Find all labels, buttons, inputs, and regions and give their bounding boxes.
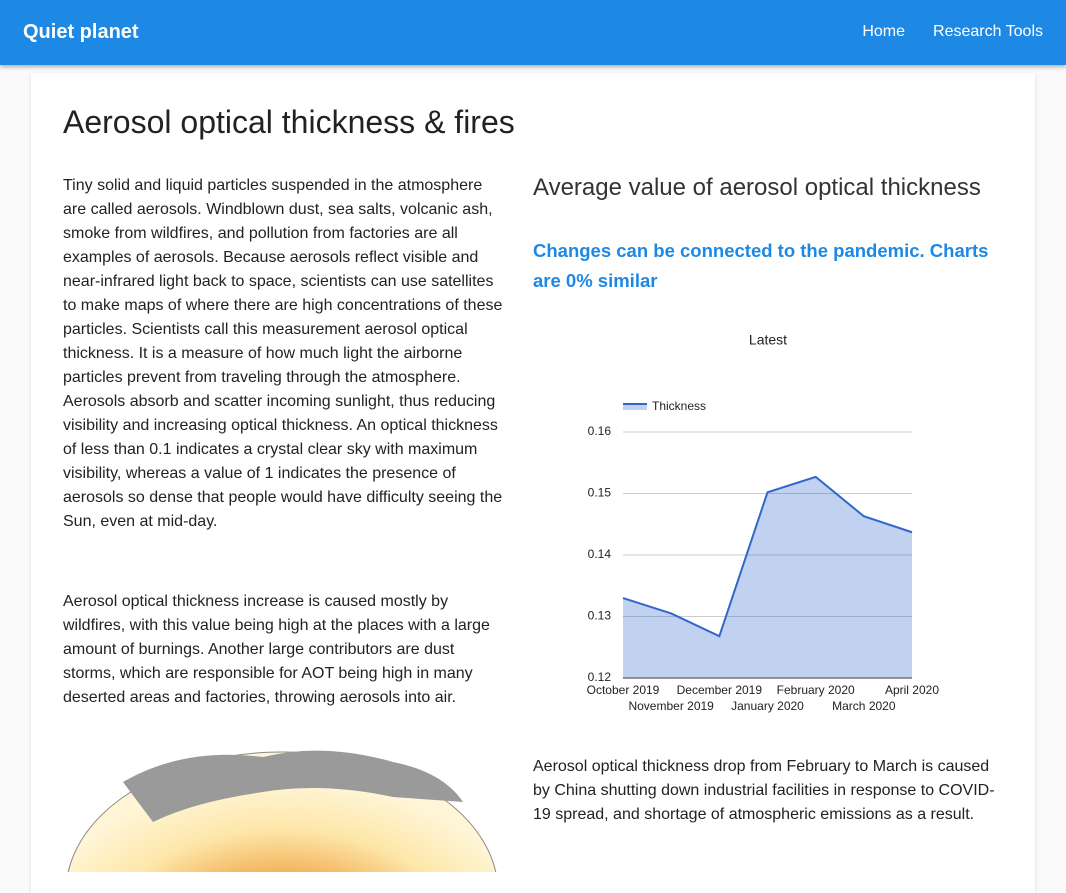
aerosol-map xyxy=(63,742,501,872)
paragraph: Aerosol optical thickness increase is ca… xyxy=(63,593,490,706)
x-tick-label: February 2020 xyxy=(777,683,855,697)
navbar: Quiet planet Home Research Tools xyxy=(0,0,1066,65)
paragraph: Aerosol optical thickness drop from Febr… xyxy=(533,758,995,823)
line xyxy=(622,475,913,638)
brand[interactable]: Quiet planet xyxy=(23,21,139,43)
legend-label: Thickness xyxy=(652,399,706,413)
area xyxy=(623,476,912,678)
nav-links: Home Research Tools xyxy=(834,23,1043,41)
nav-link[interactable]: Home xyxy=(862,23,906,40)
page: Quiet planet Home Research Tools Aerosol … xyxy=(0,0,1066,872)
legend-swatch xyxy=(623,404,647,410)
highlight: Changes can be connected to the pandemic… xyxy=(533,240,989,291)
page-title: Aerosol optical thickness & fires xyxy=(63,104,515,140)
chart: Latest 0.12 0.13 0.14 0.15 0.16 October 2019 N… xyxy=(587,332,940,713)
x-tick-label: November 2019 xyxy=(628,699,714,713)
y-tick-label: 0.15 xyxy=(588,486,612,500)
nav-link[interactable]: Research Tools xyxy=(933,23,1043,40)
x-tick-label: October 2019 xyxy=(587,683,660,697)
y-tick-label: 0.13 xyxy=(588,609,612,623)
x-tick-label: December 2019 xyxy=(677,683,763,697)
section-heading: Average value of aerosol optical thickne… xyxy=(533,174,981,201)
chart-title: Latest xyxy=(749,332,787,348)
y-tick-label: 0.12 xyxy=(588,670,612,684)
y-tick-label: 0.14 xyxy=(588,547,612,561)
y-tick-label: 0.16 xyxy=(588,424,612,438)
x-tick-label: January 2020 xyxy=(731,699,804,713)
x-tick-label: April 2020 xyxy=(885,683,939,697)
paragraph: Tiny solid and liquid particles suspende… xyxy=(63,177,503,530)
x-tick-label: March 2020 xyxy=(832,699,896,713)
